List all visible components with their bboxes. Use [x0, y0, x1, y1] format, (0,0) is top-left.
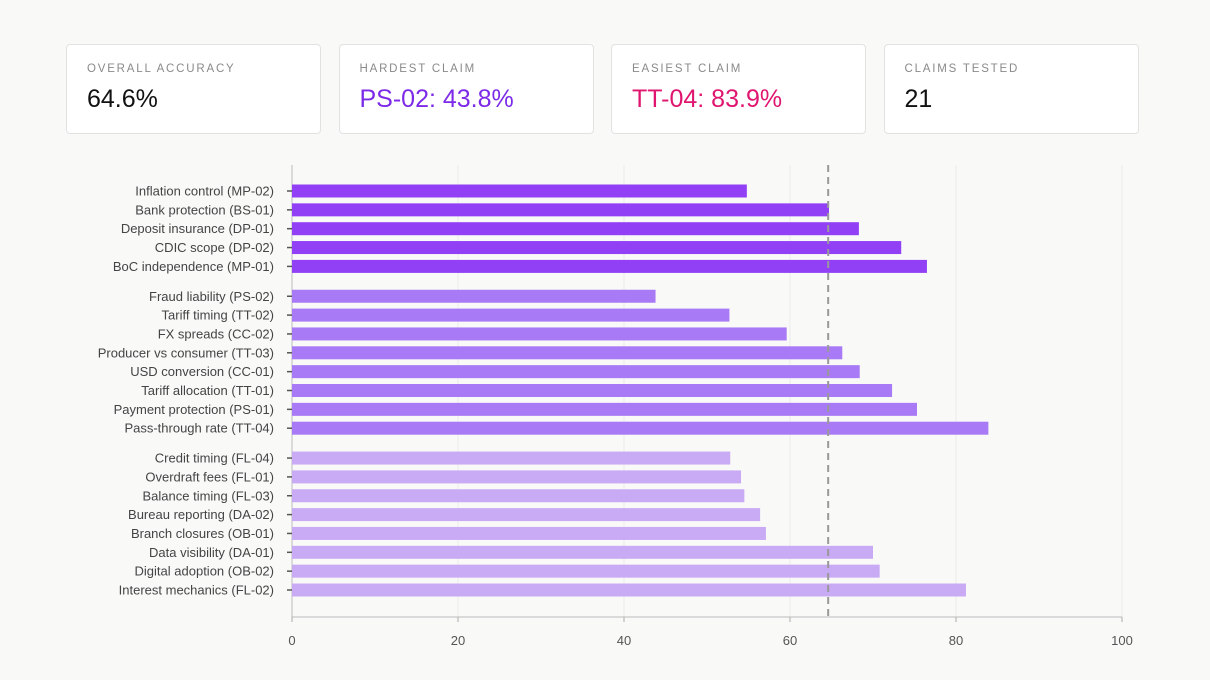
category-label: Data visibility (DA-01) [149, 545, 274, 560]
bar [292, 470, 742, 484]
bar [292, 508, 761, 522]
x-tick-label: 40 [617, 633, 631, 648]
bar [292, 222, 859, 236]
bar [292, 289, 656, 303]
stat-value: 64.6% [87, 85, 158, 113]
bar [292, 451, 731, 465]
bar [292, 184, 747, 198]
stat-label: OVERALL ACCURACY [87, 63, 236, 75]
x-tick-label: 0 [288, 633, 295, 648]
category-label: Pass-through rate (TT-04) [124, 421, 274, 436]
category-label: CDIC scope (DP-02) [155, 240, 274, 255]
stat-card: EASIEST CLAIM TT-04: 83.9% [611, 44, 866, 134]
bar [292, 327, 787, 341]
bar [292, 346, 843, 360]
stat-value: TT-04: 83.9% [632, 85, 783, 113]
category-label: Bureau reporting (DA-02) [128, 507, 274, 522]
category-label: Interest mechanics (FL-02) [119, 583, 274, 598]
stat-label: HARDEST CLAIM [359, 63, 476, 75]
category-label: Branch closures (OB-01) [131, 526, 274, 541]
category-label: Credit timing (FL-04) [155, 451, 274, 466]
stat-card: HARDEST CLAIM PS-02: 43.8% [338, 44, 594, 134]
bar [292, 402, 917, 416]
category-label: FX spreads (CC-02) [158, 326, 274, 341]
stat-value: PS-02: 43.8% [359, 85, 514, 113]
category-label: Producer vs consumer (TT-03) [98, 345, 274, 360]
bar [292, 526, 766, 540]
category-label: Overdraft fees (FL-01) [145, 469, 274, 484]
category-label: Tariff allocation (TT-01) [141, 383, 274, 398]
bar [292, 545, 873, 559]
stat-value: 21 [904, 85, 933, 113]
category-label: Payment protection (PS-01) [114, 402, 274, 417]
bar [292, 308, 730, 322]
category-label: BoC independence (MP-01) [113, 259, 274, 274]
category-label: Deposit insurance (DP-01) [121, 221, 274, 236]
stat-label: CLAIMS TESTED [904, 63, 1020, 75]
category-label: Tariff timing (TT-02) [162, 308, 274, 323]
category-label: Bank protection (BS-01) [135, 202, 274, 217]
x-tick-label: 20 [451, 633, 465, 648]
category-label: Balance timing (FL-03) [143, 488, 275, 503]
x-tick-label: 80 [949, 633, 963, 648]
x-tick-label: 100 [1111, 633, 1133, 648]
x-tick-label: 60 [783, 633, 797, 648]
bar [292, 421, 989, 435]
category-label: USD conversion (CC-01) [130, 364, 274, 379]
stat-label: EASIEST CLAIM [632, 63, 743, 75]
bar [292, 489, 745, 503]
category-label: Fraud liability (PS-02) [149, 289, 274, 304]
category-label: Inflation control (MP-02) [135, 184, 274, 199]
category-label: Digital adoption (OB-02) [135, 564, 274, 579]
stat-card: CLAIMS TESTED 21 [883, 44, 1139, 134]
bar [292, 203, 830, 217]
bar [292, 241, 902, 255]
bar [292, 384, 893, 397]
bar [292, 365, 860, 379]
stat-card: OVERALL ACCURACY 64.6% [66, 44, 321, 134]
bar [292, 583, 966, 597]
bar [292, 259, 927, 273]
bar [292, 564, 880, 578]
